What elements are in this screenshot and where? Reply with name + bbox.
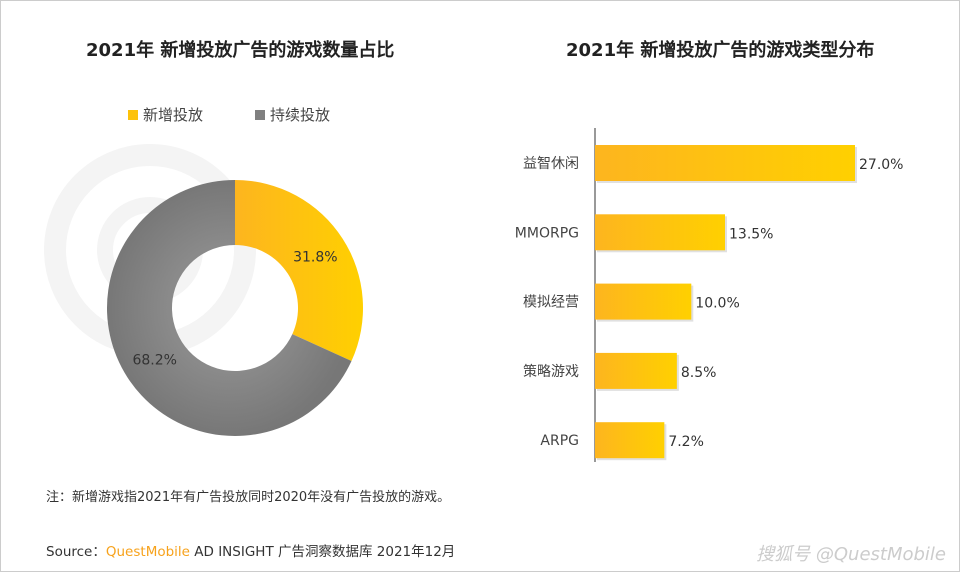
legend-swatch [255,109,265,120]
source-prefix: Source： [46,544,106,560]
category-label: 益智休闲 [523,156,579,172]
legend-label: 持续投放 [270,106,331,124]
legend-item-continued: 持续投放 [255,104,330,125]
bar [595,422,665,459]
category-label: ARPG [540,433,579,449]
bar [595,352,677,389]
category-label: 模拟经营 [523,295,579,311]
legend-swatch [128,109,138,120]
bar [595,214,725,251]
bar-title: 2021年 新增投放广告的游戏类型分布 [566,40,875,61]
pie-slice [106,180,352,436]
source-rest: AD INSIGHT 广告洞察数据库 2021年12月 [189,544,456,560]
source-brand: QuestMobile [105,544,190,560]
watermark: 搜狐号 @QuestMobile [756,544,946,565]
category-label: MMORPG [515,225,579,241]
pie-data-label: 68.2% [132,353,176,369]
pie-title: 2021年 新增投放广告的游戏数量占比 [86,40,395,61]
bar [595,145,855,181]
pie-slice [235,180,363,362]
pie-data-label: 31.8% [293,249,337,265]
bar-data-label: 7.2% [668,434,704,450]
bar-data-label: 8.5% [681,365,717,381]
bar [595,283,692,320]
source: Source：QuestMobile AD INSIGHT 广告洞察数据库 20… [46,540,455,560]
bar-data-label: 13.5% [729,226,773,242]
legend-item-new: 新增投放 [128,104,203,125]
category-label: 策略游戏 [523,363,579,380]
legend-label: 新增投放 [143,106,204,124]
bar-data-label: 27.0% [859,157,903,173]
bar-data-label: 10.0% [695,296,739,312]
footnote: 注：新增游戏指2021年有广告投放同时2020年没有广告投放的游戏。 [46,490,451,505]
